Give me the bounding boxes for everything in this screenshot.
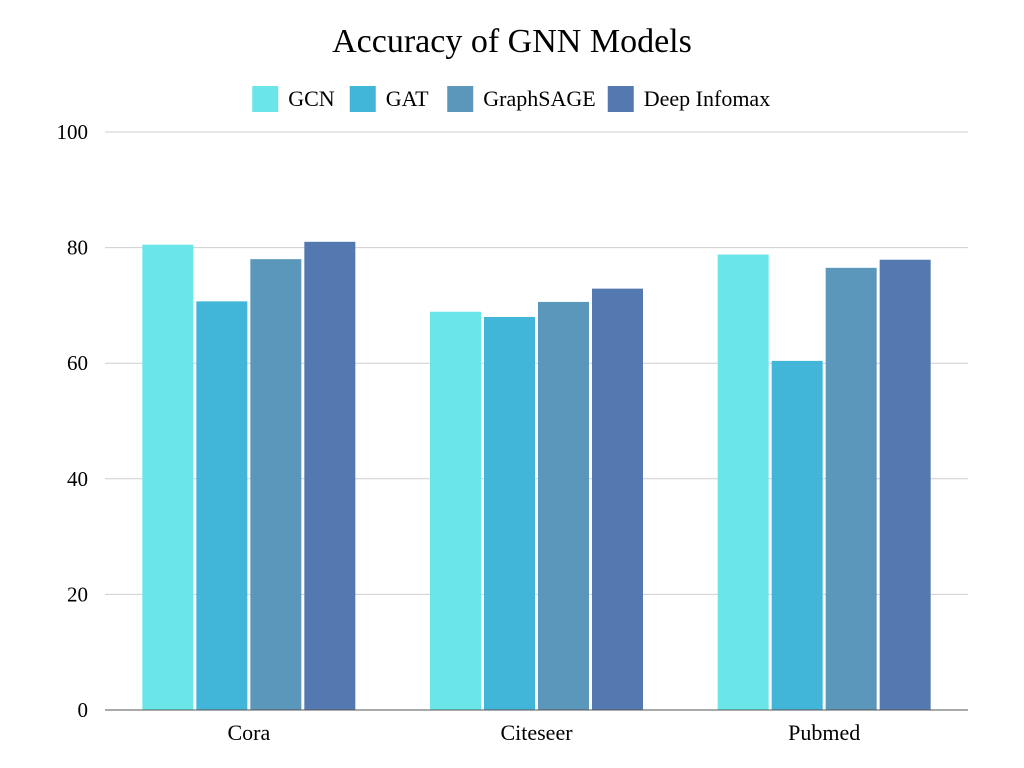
legend-swatch — [349, 86, 376, 112]
bars — [142, 241, 931, 710]
legend-swatch — [607, 86, 634, 112]
bar-gcn — [142, 244, 194, 710]
gridlines — [105, 131, 968, 595]
legend-label: GAT — [386, 86, 429, 111]
y-tick-label: 80 — [67, 236, 88, 260]
legend-item: Deep Infomax — [607, 86, 770, 112]
legend-label: GraphSAGE — [483, 86, 595, 111]
legend-item: GraphSAGE — [447, 86, 596, 112]
bar-graphsage — [250, 259, 302, 710]
legend-item: GCN — [252, 86, 335, 112]
bar-gat — [484, 316, 535, 710]
x-category-label: Pubmed — [788, 720, 860, 745]
bar-gat — [771, 360, 823, 710]
legend-swatch — [447, 86, 474, 112]
bar-deep-infomax — [304, 241, 356, 710]
y-tick-label: 20 — [67, 582, 88, 606]
y-tick-label: 40 — [67, 467, 88, 491]
bar-deep-infomax — [879, 259, 931, 710]
x-category-label: Citeseer — [500, 720, 573, 745]
x-category-label: Cora — [227, 720, 270, 745]
legend-item: GAT — [349, 86, 429, 112]
x-axis-categories: Cora Citeseer Pubmed — [227, 720, 860, 745]
bar-gcn — [717, 254, 769, 710]
bar-deep-infomax — [592, 288, 643, 710]
legend-label: Deep Infomax — [644, 86, 770, 111]
bar-gat — [196, 301, 248, 710]
y-axis-ticks: 0 20 40 60 80 100 — [57, 120, 89, 722]
bar-gcn — [430, 311, 481, 710]
legend-label: GCN — [288, 86, 335, 111]
bar-graphsage — [825, 267, 877, 710]
y-tick-label: 60 — [67, 351, 88, 375]
legend: GCN GAT GraphSAGE Deep Infomax — [252, 86, 770, 112]
bar-graphsage — [538, 301, 589, 710]
chart-title: Accuracy of GNN Models — [332, 23, 692, 60]
legend-swatch — [252, 86, 279, 112]
y-tick-label: 0 — [78, 698, 89, 722]
y-tick-label: 100 — [57, 120, 89, 144]
